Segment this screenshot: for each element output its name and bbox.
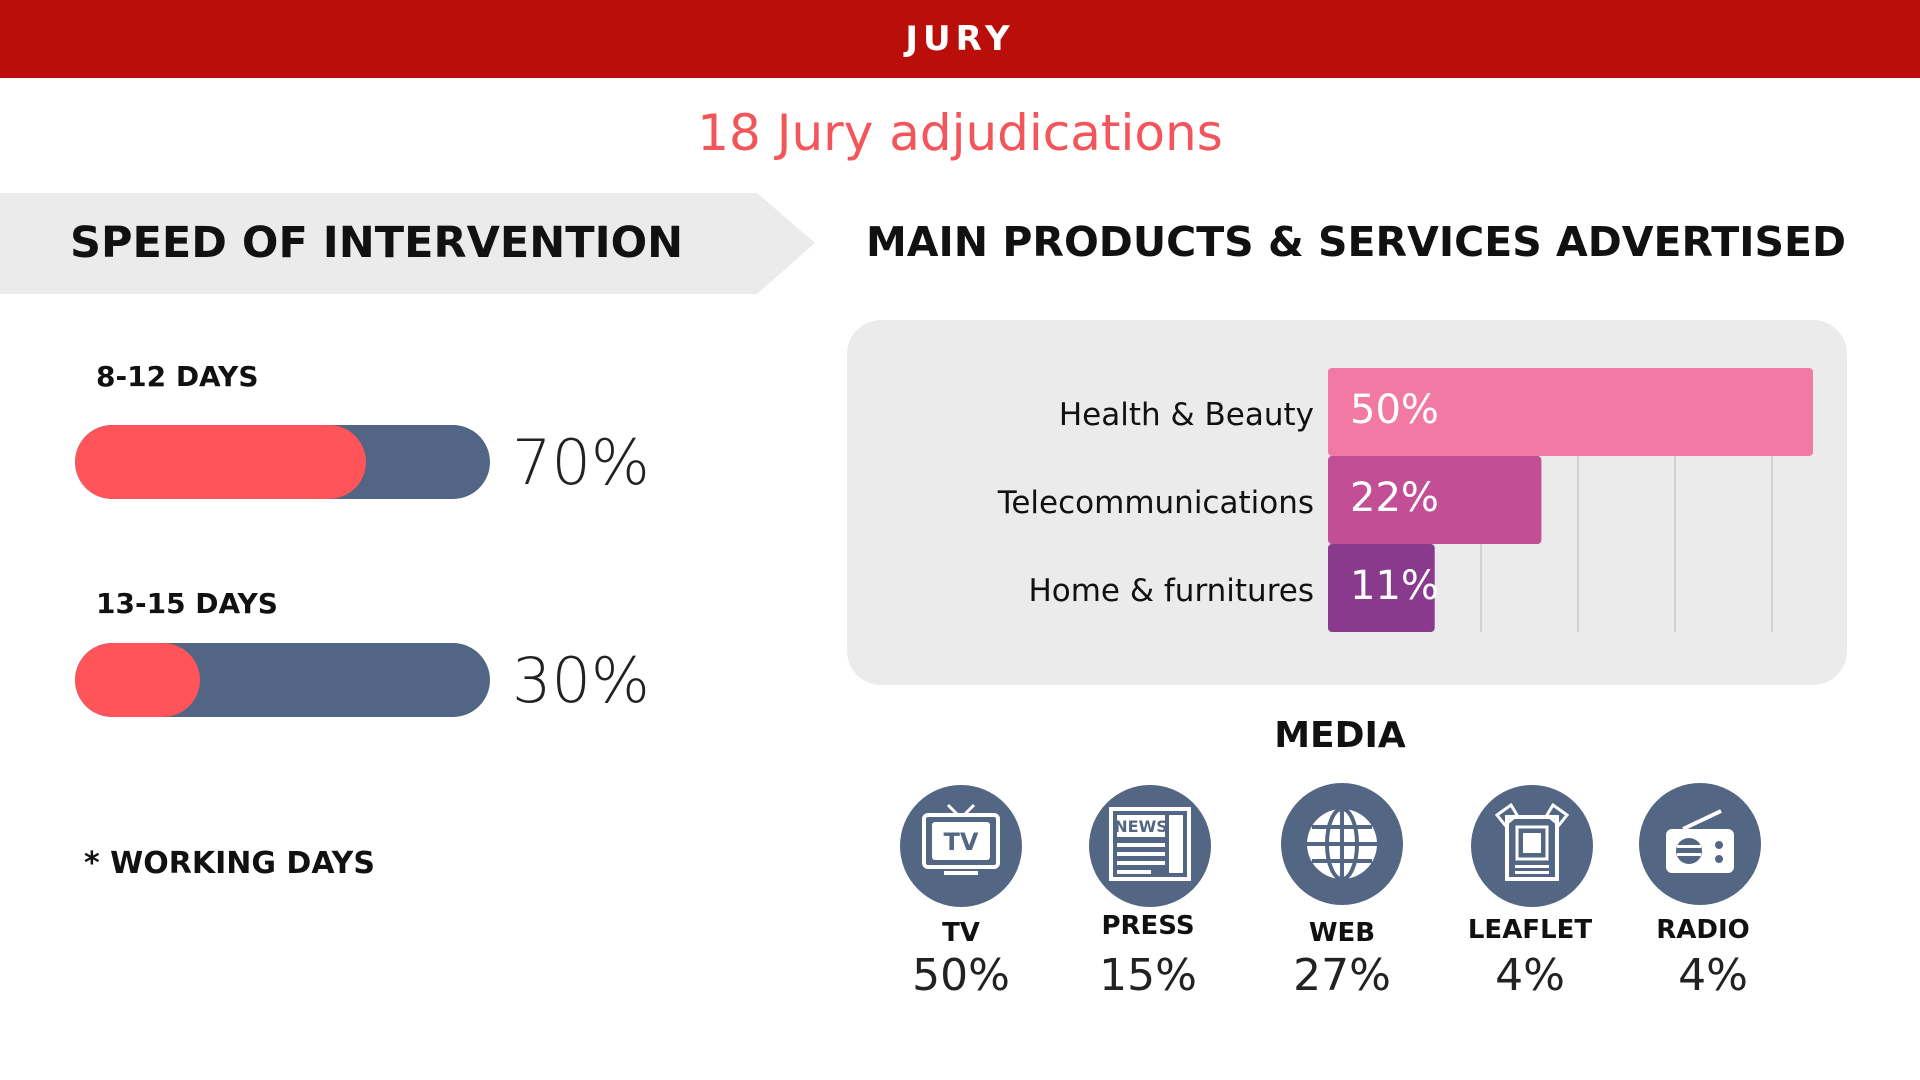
speed-percent-2: 30% — [512, 644, 650, 717]
media-value-radio: 4% — [1678, 950, 1748, 1001]
header-bar — [0, 0, 1920, 78]
progress-fill-2 — [75, 643, 200, 717]
speed-label-2: 13-15 DAYS — [96, 587, 278, 620]
media-value-web: 27% — [1293, 950, 1391, 1001]
newspaper-icon: NEWS — [1089, 785, 1211, 907]
bar-value-label: 50% — [1350, 387, 1439, 433]
footnote: * WORKING DAYS — [84, 846, 375, 881]
bar-value-label: 22% — [1350, 475, 1439, 521]
progress-fill-1 — [75, 425, 366, 499]
globe-icon — [1281, 783, 1403, 905]
category-label: Home & furnitures — [1028, 573, 1314, 609]
speed-percent-1: 70% — [512, 426, 650, 499]
media-label-tv: TV — [942, 918, 980, 948]
svg-text:NEWS: NEWS — [1114, 817, 1168, 836]
speed-heading: SPEED OF INTERVENTION — [70, 218, 684, 268]
bar — [1328, 368, 1813, 456]
media-label-web: WEB — [1308, 918, 1376, 948]
products-heading: MAIN PRODUCTS & SERVICES ADVERTISED — [865, 218, 1847, 266]
subtitle: 18 Jury adjudications — [697, 104, 1223, 162]
media-value-tv: 50% — [912, 950, 1010, 1001]
media-label-leaflet: LEAFLET — [1467, 915, 1593, 945]
media-heading: MEDIA — [1274, 715, 1406, 756]
bar-value-label: 11% — [1350, 563, 1439, 609]
radio-icon — [1639, 783, 1761, 905]
speed-banner — [0, 193, 815, 294]
progress-track-1 — [75, 425, 490, 499]
svg-text:TV: TV — [944, 828, 979, 856]
header-title: JURY — [905, 19, 1015, 59]
media-value-leaflet: 4% — [1495, 950, 1565, 1001]
category-label: Telecommunications — [997, 485, 1314, 521]
bar — [1328, 544, 1435, 632]
media-value-press: 15% — [1099, 950, 1197, 1001]
category-label: Health & Beauty — [1059, 397, 1314, 433]
products-bar-chart: 50% Health & Beauty 22% Telecommunications 1… — [997, 368, 1813, 632]
speed-label-1: 8-12 DAYS — [96, 360, 259, 393]
progress-track-2 — [75, 643, 490, 717]
tv-icon: TV — [900, 785, 1022, 907]
media-label-press: PRESS — [1101, 911, 1195, 941]
leaflet-icon — [1471, 785, 1593, 907]
bar — [1328, 456, 1542, 544]
media-label-radio: RADIO — [1656, 915, 1750, 945]
